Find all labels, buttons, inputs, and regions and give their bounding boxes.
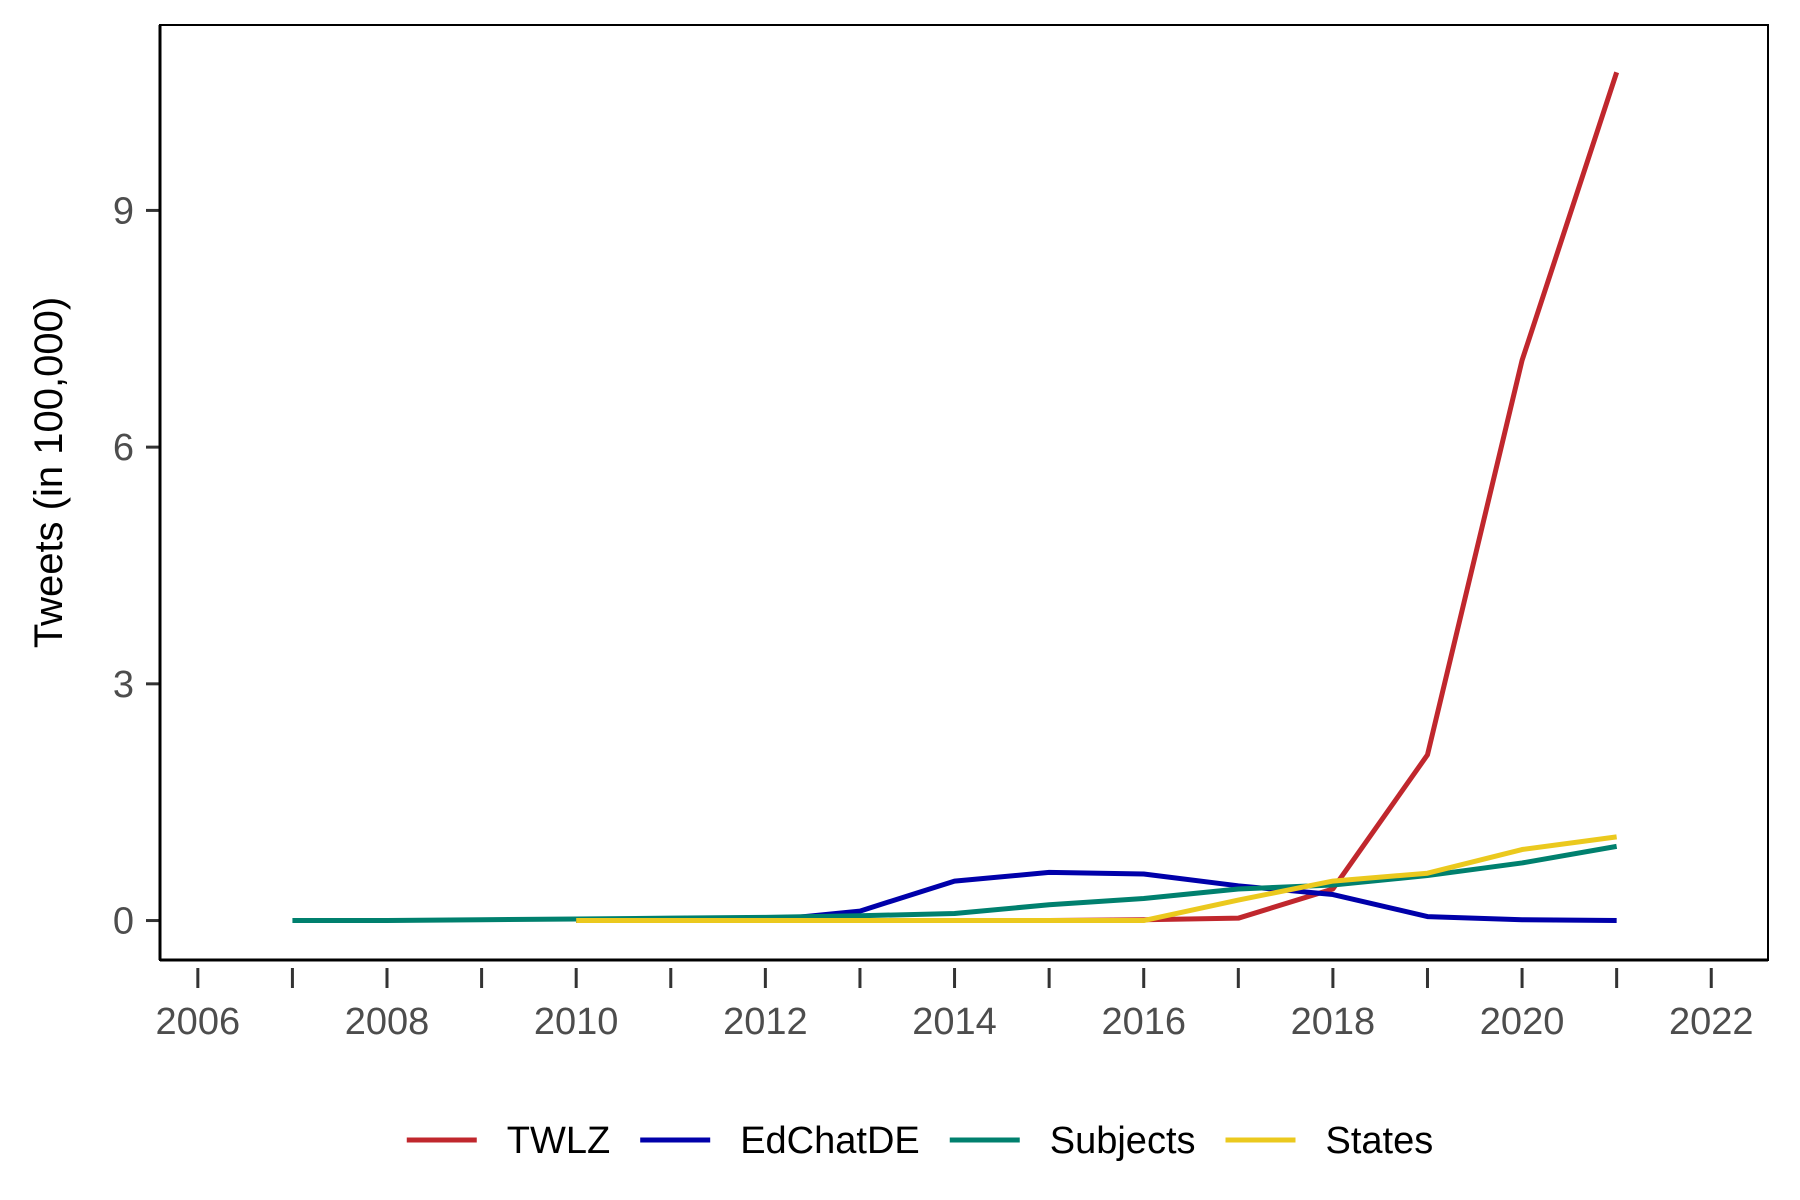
legend-label-twlz: TWLZ	[507, 1120, 610, 1162]
axis-tick-labels: 2006 2008 2010 2012 2014 2016 2018 2020 2022 0 3 6 9	[113, 190, 1754, 1043]
x-tick-label-2016: 2016	[1101, 1001, 1186, 1043]
axis-ticks	[146, 208, 1713, 988]
y-tick-label-3: 3	[113, 664, 134, 706]
y-axis-title: Tweets (in 100,000)	[27, 297, 71, 648]
series-line-twlz	[576, 71, 1620, 924]
legend-item-states: States	[1225, 1120, 1434, 1162]
x-tick-label-2008: 2008	[345, 1001, 430, 1043]
series-line-edchatde	[576, 869, 1617, 924]
legend-label-subjects: Subjects	[1050, 1120, 1196, 1162]
y-tick-label-0: 0	[113, 901, 134, 943]
legend-item-twlz: TWLZ	[406, 1120, 610, 1162]
x-tick-label-2012: 2012	[723, 1001, 808, 1043]
legend-label-edchatde: EdChatDE	[740, 1120, 920, 1162]
x-tick-label-2022: 2022	[1669, 1001, 1754, 1043]
series-line-subjects	[292, 843, 1618, 924]
x-tick-label-2010: 2010	[534, 1001, 619, 1043]
x-tick-label-2020: 2020	[1480, 1001, 1565, 1043]
y-tick-label-6: 6	[113, 427, 134, 469]
plot-panel-border	[159, 24, 1769, 961]
x-tick-label-2014: 2014	[912, 1001, 997, 1043]
legend-label-states: States	[1326, 1120, 1434, 1162]
x-tick-label-2006: 2006	[156, 1001, 241, 1043]
legend-item-subjects: Subjects	[949, 1120, 1196, 1162]
series-line-states	[576, 834, 1617, 924]
legend: TWLZ EdChatDE Subjects States	[406, 1120, 1434, 1162]
x-tick-label-2018: 2018	[1291, 1001, 1376, 1043]
y-tick-label-9: 9	[113, 190, 134, 232]
legend-item-edchatde: EdChatDE	[640, 1120, 920, 1162]
series-lines	[292, 71, 1620, 924]
